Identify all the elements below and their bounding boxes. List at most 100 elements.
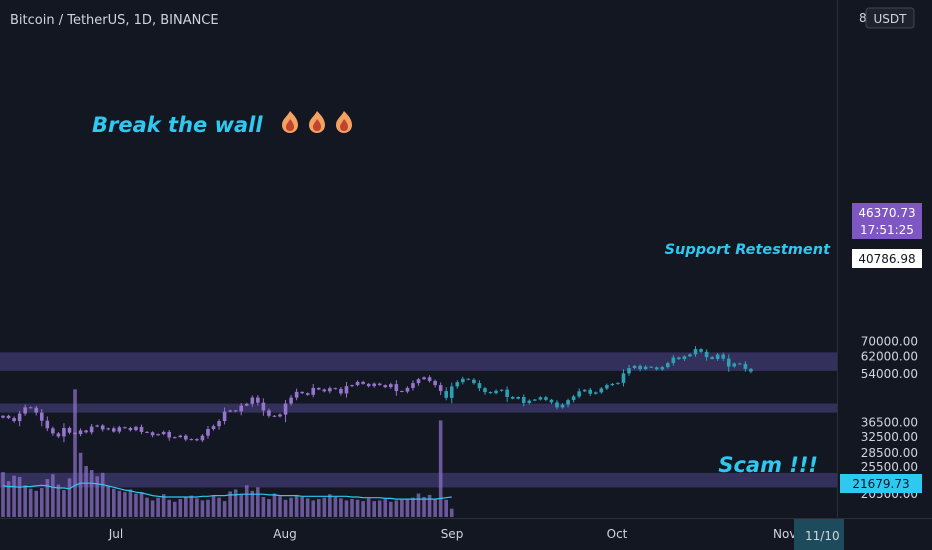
volume-bar	[400, 499, 404, 517]
candle	[156, 433, 160, 436]
candle	[328, 386, 332, 394]
volume-bar	[123, 492, 127, 517]
candle	[477, 380, 482, 392]
candle	[682, 355, 687, 362]
candle	[389, 382, 393, 389]
volume-bar	[361, 501, 365, 517]
volume-ma-label: 21679.73	[852, 477, 909, 491]
candle	[222, 407, 227, 425]
candle	[616, 382, 620, 385]
candle	[726, 354, 731, 372]
candle	[366, 383, 371, 388]
volume-bar	[244, 485, 249, 517]
countdown-label: 17:51:25	[860, 223, 914, 237]
candle	[261, 398, 266, 416]
candle	[566, 398, 570, 408]
candle	[400, 390, 404, 393]
support-price-tag	[852, 249, 922, 268]
candle	[67, 426, 72, 435]
candle	[732, 362, 737, 368]
volume-bar	[150, 500, 155, 517]
volume-bar	[211, 495, 216, 517]
candle	[339, 386, 343, 396]
candle	[289, 394, 293, 406]
candle	[715, 353, 720, 361]
candle	[267, 408, 271, 418]
volume-bar	[228, 491, 232, 517]
zone-0	[0, 352, 837, 371]
volume-bar	[256, 487, 260, 517]
volume-bar	[355, 499, 360, 517]
candle	[455, 380, 460, 389]
volume-bar	[167, 499, 171, 517]
candle	[599, 387, 604, 394]
candle	[527, 399, 532, 405]
candle	[483, 386, 487, 395]
volume-bar	[339, 498, 343, 517]
candle-layer	[1, 346, 753, 443]
volume-bar	[305, 498, 310, 517]
currency-button[interactable]	[865, 7, 915, 29]
candle	[283, 399, 288, 423]
support-price-label: 40786.98	[858, 252, 915, 266]
volume-bar	[84, 465, 88, 517]
volume-bar	[17, 476, 22, 517]
candle	[499, 389, 504, 392]
volume-bar	[56, 484, 61, 517]
volume-bar	[394, 500, 399, 517]
candle	[145, 431, 149, 434]
price-tick-layer: 20500.0022700.0025500.0028500.0032500.00…	[861, 335, 918, 501]
candle	[172, 436, 177, 439]
zone-1	[0, 403, 837, 413]
volume-bar	[311, 500, 316, 517]
candle	[355, 380, 360, 387]
volume-bar	[328, 494, 332, 517]
candle	[84, 429, 88, 434]
candle	[449, 382, 454, 404]
volume-bar	[444, 499, 448, 517]
candle	[123, 426, 127, 429]
currency-button-label: USDT	[874, 12, 908, 26]
time-tick-aug: Aug	[273, 527, 296, 541]
volume-bar	[206, 499, 210, 517]
candle	[505, 386, 509, 402]
volume-bar	[6, 481, 11, 517]
candle	[278, 413, 282, 418]
candle	[372, 382, 376, 388]
volume-bar	[156, 497, 160, 517]
time-axis[interactable]: Jul Aug Sep Oct Nov	[108, 527, 797, 541]
fire-icon	[309, 111, 325, 133]
time-tick-nov: Nov	[773, 527, 796, 541]
candle	[184, 434, 188, 442]
volume-bar	[322, 497, 327, 517]
candle	[45, 416, 50, 432]
candle	[488, 391, 493, 394]
volume-bar	[350, 499, 354, 517]
volume-bar	[383, 499, 388, 517]
volume-bar	[189, 495, 194, 517]
candle	[316, 387, 321, 391]
price-tick: 32500.00	[861, 430, 918, 444]
candle	[627, 364, 631, 376]
candle	[666, 361, 670, 369]
candle	[62, 423, 66, 443]
candle	[560, 403, 565, 409]
volume-bar	[195, 498, 199, 517]
volume-bar	[89, 470, 94, 517]
candle	[206, 426, 210, 439]
candle	[189, 438, 194, 441]
candle	[427, 375, 432, 383]
volume-bar	[294, 494, 299, 517]
volume-bar	[438, 420, 443, 517]
candle	[217, 419, 221, 430]
volume-bar	[45, 479, 50, 517]
price-tick: 28500.00	[861, 446, 918, 460]
candle	[472, 378, 476, 385]
candle	[555, 400, 559, 410]
volume-bar	[1, 472, 5, 517]
candle	[577, 388, 581, 399]
candle	[161, 430, 166, 436]
volume-bar	[272, 493, 277, 517]
